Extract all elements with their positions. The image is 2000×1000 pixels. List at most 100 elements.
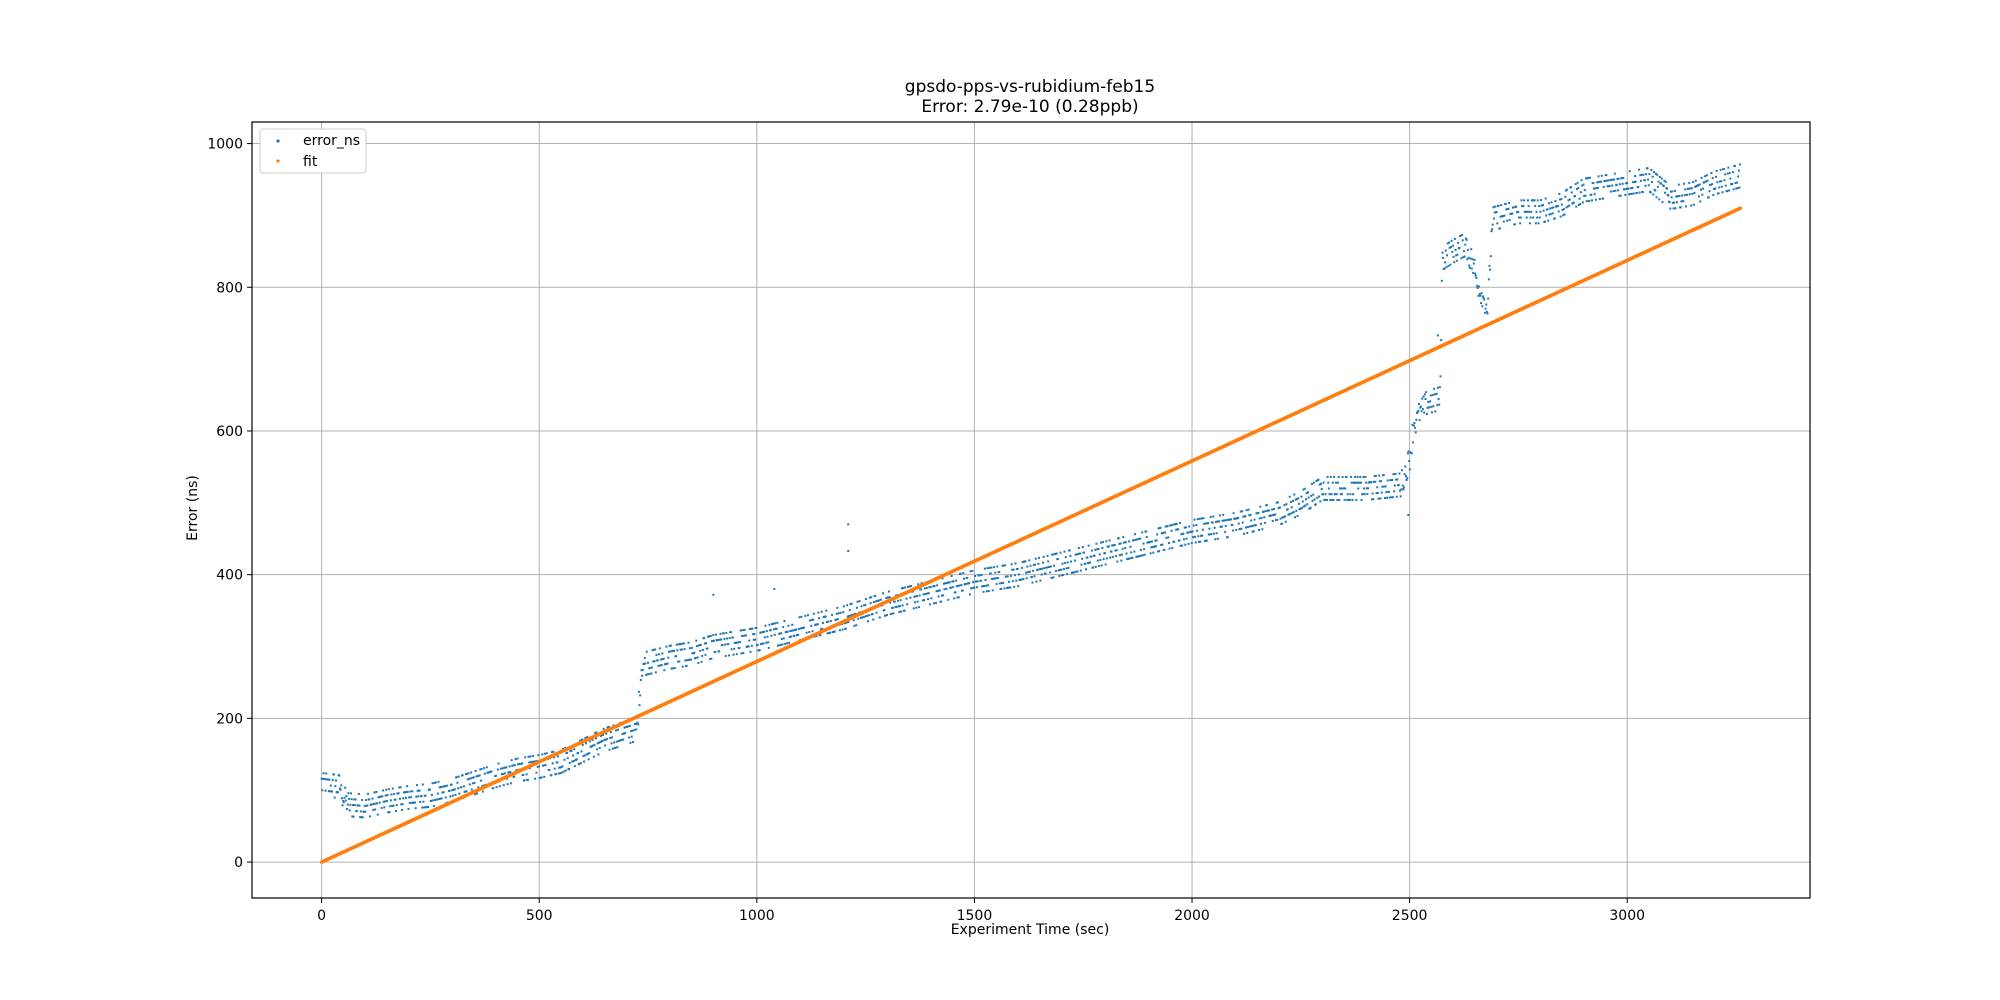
error-ns-point [947,598,950,601]
error-ns-point [343,796,346,799]
error-ns-point [342,801,345,804]
error-ns-point [1374,480,1377,483]
error-ns-point [1479,294,1482,297]
error-ns-point [900,587,903,590]
error-ns-point [1263,521,1266,524]
error-ns-point [637,723,640,726]
error-ns-point [1734,181,1737,184]
error-ns-point [543,752,546,755]
error-ns-point [647,661,650,664]
error-ns-point [1383,485,1386,488]
error-ns-point [1645,173,1648,176]
error-ns-point [528,761,531,764]
error-ns-point [954,591,957,594]
error-ns-point [1309,506,1312,509]
error-ns-point [1270,514,1273,517]
error-ns-point [753,632,756,635]
error-ns-point [462,785,465,788]
error-ns-point [374,808,377,811]
error-ns-point [1615,183,1618,186]
error-ns-point [1201,534,1204,537]
error-ns-point [1100,564,1103,567]
error-ns-point [490,770,493,773]
error-ns-point [663,669,666,672]
error-ns-point [1538,216,1541,219]
error-ns-point [1092,566,1095,569]
error-ns-point [778,632,781,635]
error-ns-point [791,629,794,632]
error-ns-point [857,617,860,620]
error-ns-point [1552,206,1555,209]
error-ns-point [1324,493,1327,496]
error-ns-point [1105,540,1108,543]
error-ns-point [1021,560,1024,563]
series-fit [319,206,1743,864]
error-ns-point [1164,531,1167,534]
error-ns-point [424,794,427,797]
error-ns-point [940,594,943,597]
error-ns-point [695,639,698,642]
error-ns-point [348,809,351,812]
error-ns-point [1471,258,1474,261]
error-ns-point [1576,181,1579,184]
error-ns-point [1731,182,1734,185]
error-ns-point [597,753,600,756]
error-ns-point [1436,334,1439,337]
error-ns-point [1191,530,1194,533]
error-ns-point [365,799,368,802]
error-ns-point [1433,393,1436,396]
error-ns-point [946,581,949,584]
error-ns-point [870,596,873,599]
error-ns-point [1542,204,1545,207]
error-ns-point [1143,548,1146,551]
error-ns-point [554,773,557,776]
error-ns-point [1504,202,1507,205]
error-ns-point [1338,487,1341,490]
error-ns-point [1261,528,1264,531]
error-ns-point [1013,574,1016,577]
error-ns-point [1733,164,1736,167]
error-ns-point [1580,179,1583,182]
error-ns-point [348,797,351,800]
error-ns-point [929,585,932,588]
error-ns-point [987,584,990,587]
error-ns-point [1450,239,1453,242]
error-ns-point [1436,404,1439,407]
error-ns-point [325,772,328,775]
error-ns-point [673,649,676,652]
error-ns-point [1624,182,1627,185]
error-ns-point [1101,547,1104,550]
error-ns-point [815,635,818,638]
error-ns-point [765,630,768,633]
error-ns-point [992,577,995,580]
error-ns-point [848,609,851,612]
error-ns-point [604,738,607,741]
error-ns-point [1311,499,1314,502]
error-ns-point [409,790,412,793]
error-ns-point [1478,285,1481,288]
error-ns-point [1045,566,1048,569]
error-ns-point [1135,555,1138,558]
error-ns-point [371,797,374,800]
error-ns-point [914,595,917,598]
error-ns-point [1442,256,1445,259]
error-ns-point [938,589,941,592]
error-ns-point [1012,568,1015,571]
error-ns-point [652,648,655,651]
error-ns-point [858,600,861,603]
error-ns-point [1739,163,1742,166]
error-ns-point [1063,550,1066,553]
error-ns-point [1184,526,1187,529]
error-ns-point [1036,568,1039,571]
error-ns-point [1337,481,1340,484]
error-ns-point [1467,256,1470,259]
error-ns-point [1276,501,1279,504]
error-ns-point [536,765,539,768]
error-ns-point [1258,529,1261,532]
error-ns-point [1015,579,1018,582]
error-ns-point [1245,509,1248,512]
error-ns-point [472,776,475,779]
error-ns-point [475,792,478,795]
error-ns-point [1637,168,1640,171]
error-ns-point [654,648,657,651]
